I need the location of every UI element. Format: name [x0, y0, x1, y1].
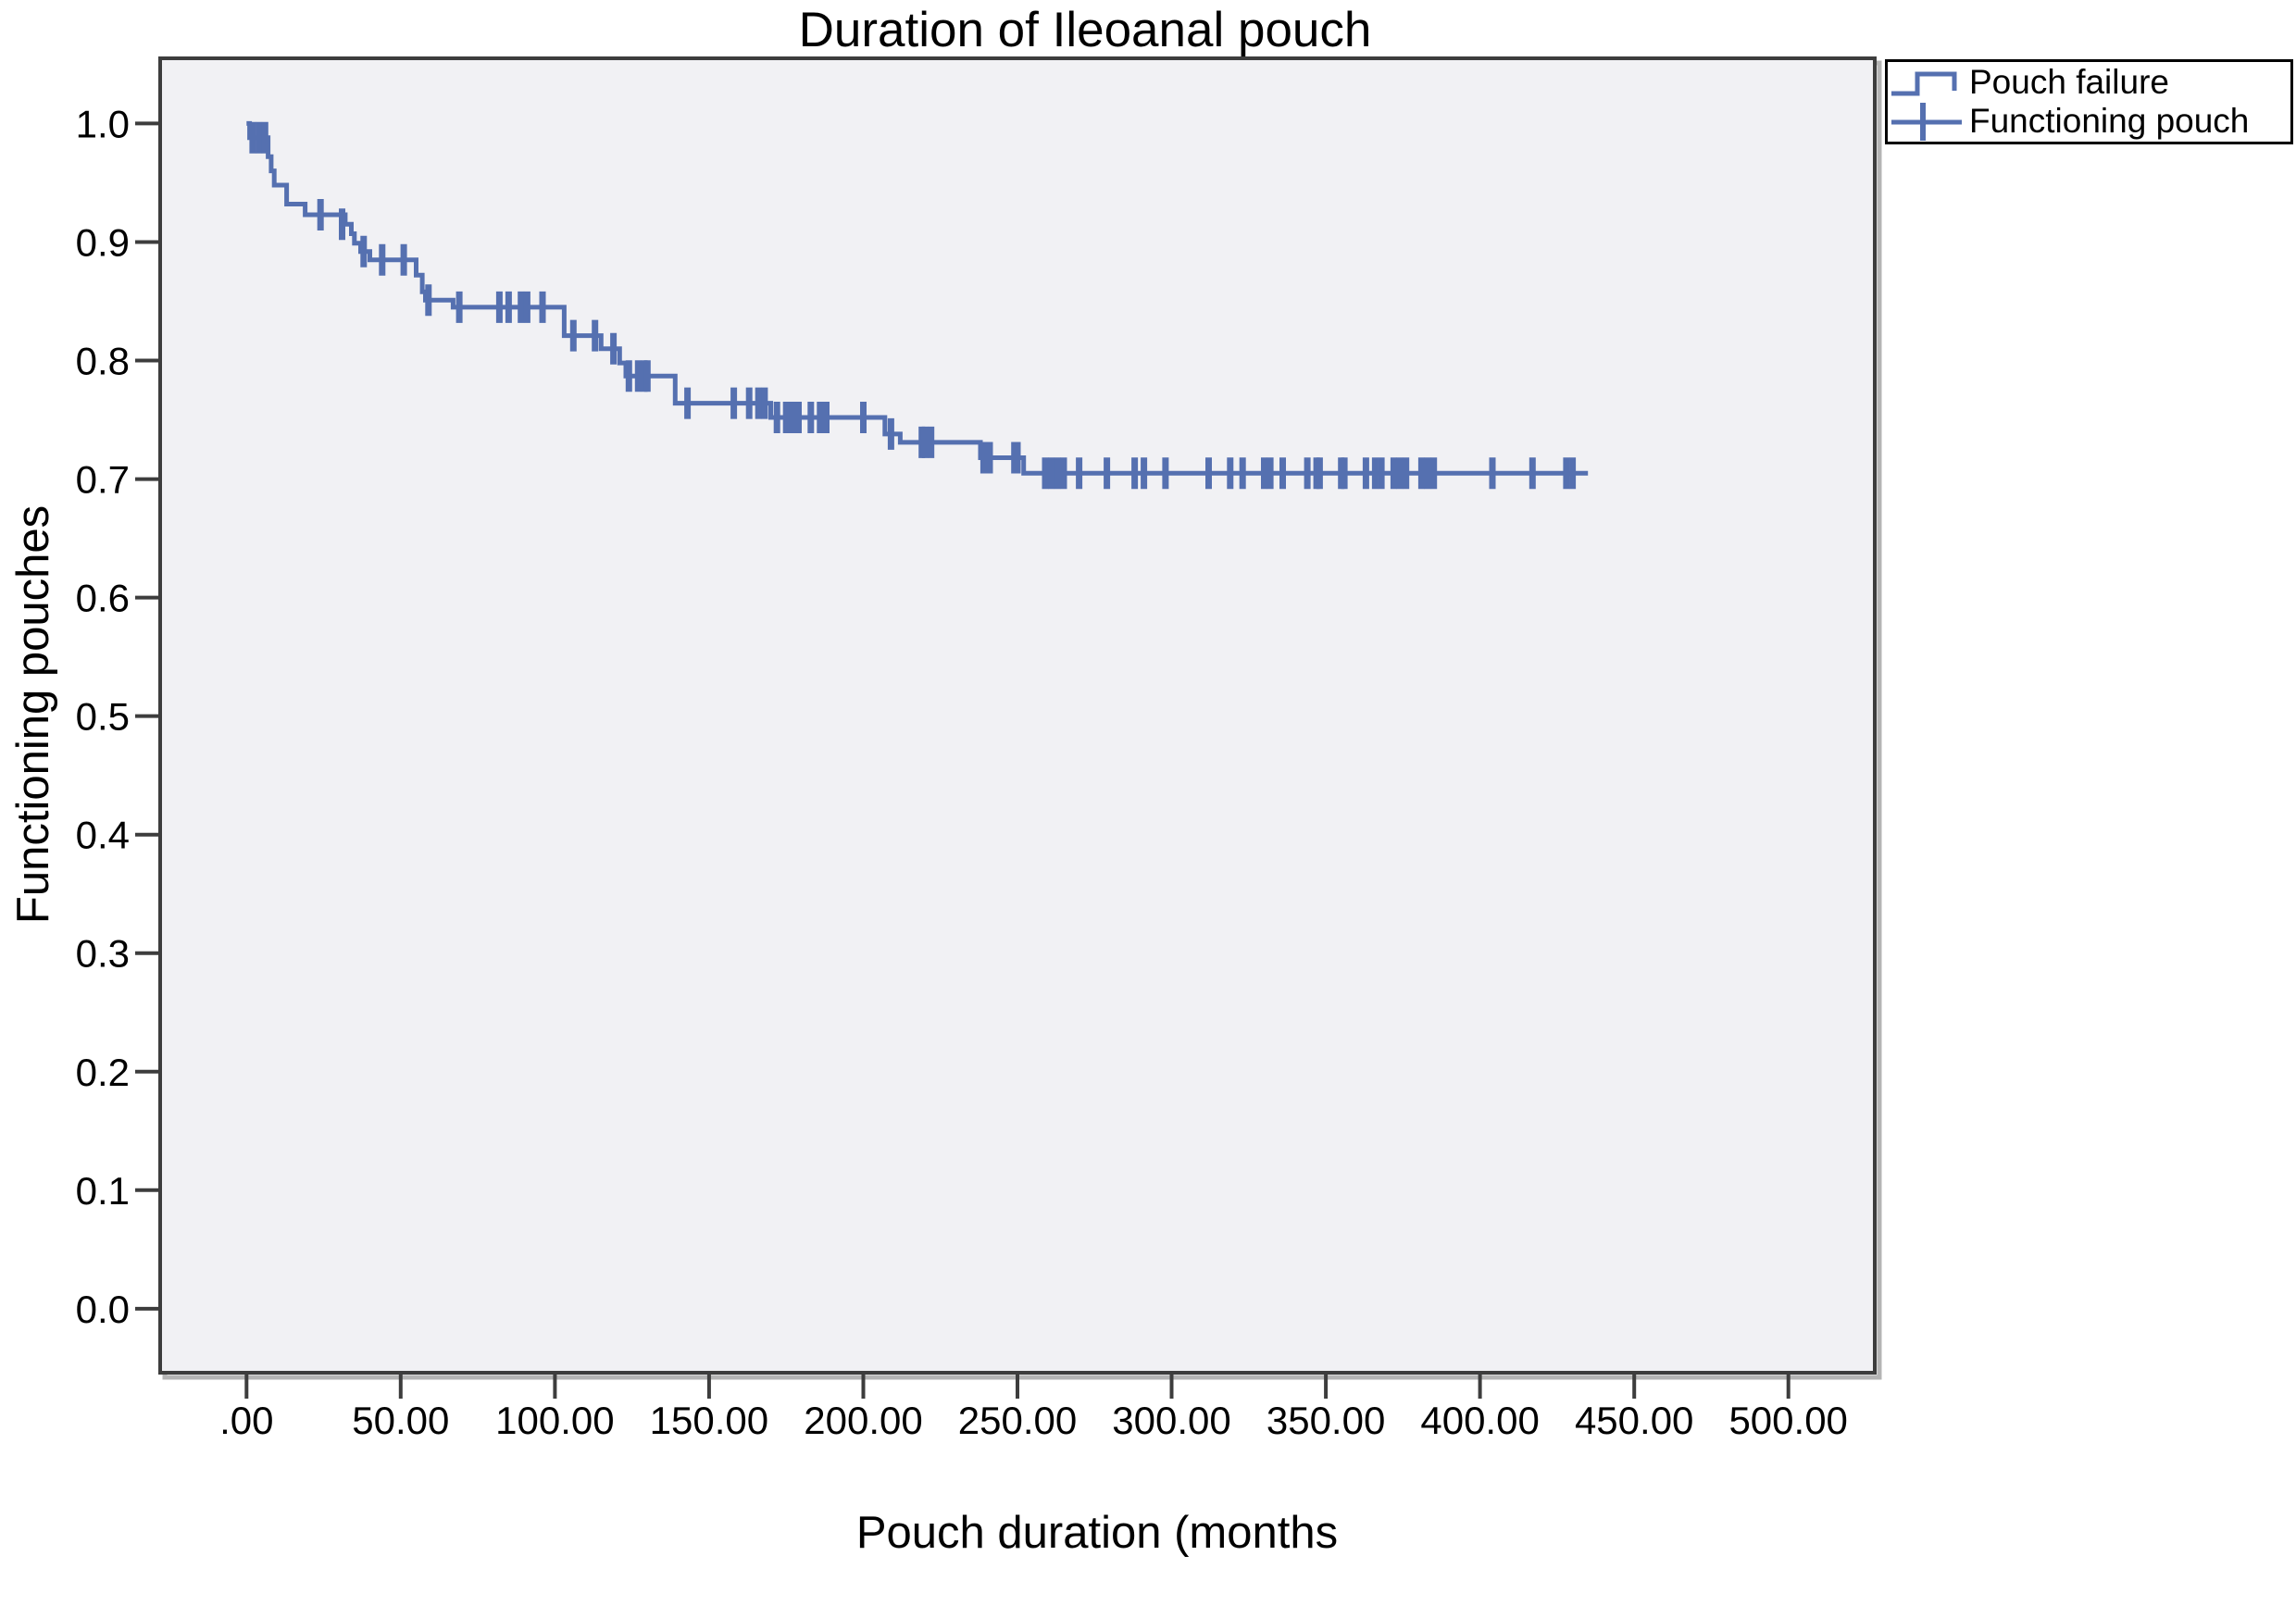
x-tick-label: 50.00 [352, 1399, 449, 1442]
x-tick-label: 350.00 [1267, 1399, 1385, 1442]
plus-censor-icon [1891, 103, 1962, 141]
y-tick-label: 0.6 [76, 577, 130, 620]
x-tick-label: 250.00 [958, 1399, 1077, 1442]
legend-entry-pouch-failure: Pouch failure [1890, 63, 2287, 102]
x-tick-label: 300.00 [1112, 1399, 1230, 1442]
legend-label: Functioning pouch [1969, 102, 2250, 140]
y-tick-label: 0.4 [76, 814, 130, 857]
chart-title: Duration of Ileoanal pouch [798, 3, 1372, 57]
y-tick-label: 0.0 [76, 1288, 130, 1331]
x-tick-label: 500.00 [1728, 1399, 1847, 1442]
y-axis-title: Functioning pouches [8, 504, 58, 925]
y-tick-label: 0.1 [76, 1169, 130, 1213]
y-tick-label: 0.8 [76, 340, 130, 383]
y-tick-label: 0.9 [76, 221, 130, 265]
legend-entry-functioning-pouch: Functioning pouch [1890, 102, 2287, 141]
x-tick-label: 100.00 [495, 1399, 614, 1442]
plot-frame [158, 56, 1877, 1375]
legend: Pouch failure Functioning pouch [1885, 59, 2293, 144]
x-tick-label: 150.00 [650, 1399, 768, 1442]
x-tick-label: 400.00 [1420, 1399, 1539, 1442]
step-line-icon [1891, 71, 1957, 96]
x-axis-title: Pouch duration (months [855, 1508, 1339, 1558]
y-tick-label: 0.3 [76, 932, 130, 976]
y-tick-label: 1.0 [76, 102, 130, 145]
x-tick-label: .00 [219, 1399, 273, 1442]
y-tick-label: 0.5 [76, 695, 130, 739]
y-tick-label: 0.2 [76, 1051, 130, 1094]
x-tick-label: 450.00 [1575, 1399, 1693, 1442]
y-tick-label: 0.7 [76, 458, 130, 502]
legend-label: Pouch failure [1969, 63, 2169, 101]
x-tick-label: 200.00 [804, 1399, 922, 1442]
